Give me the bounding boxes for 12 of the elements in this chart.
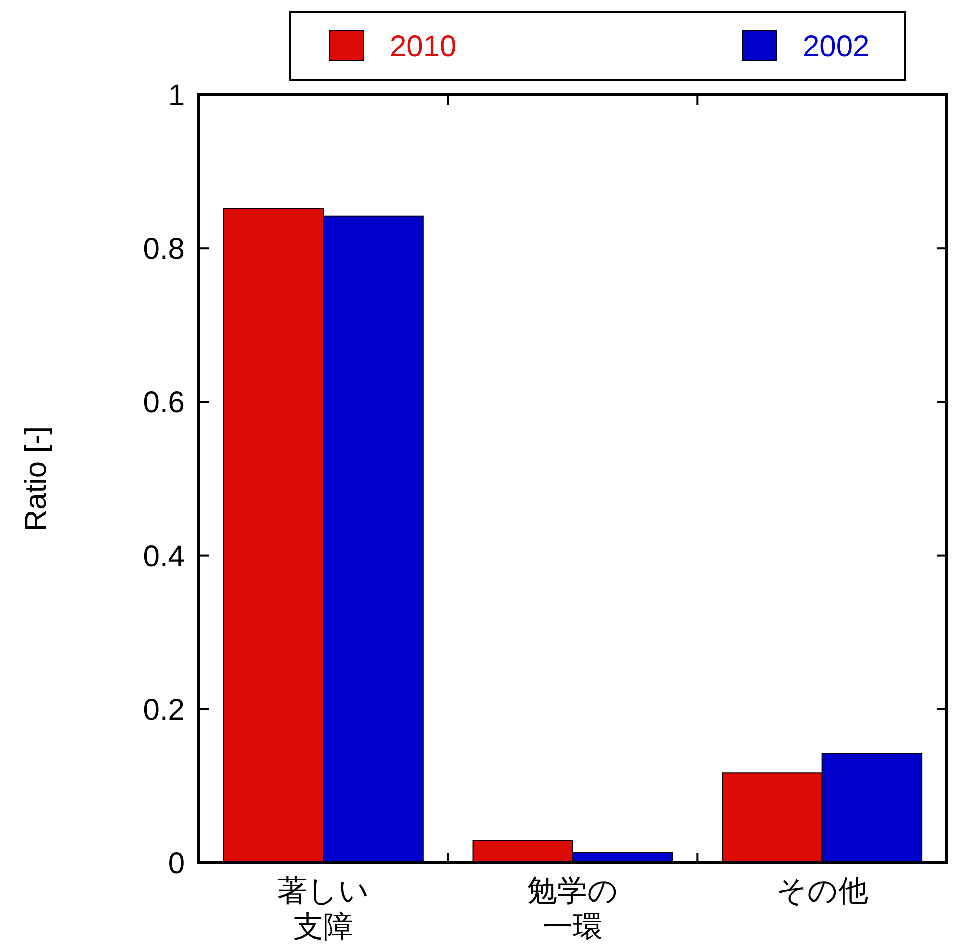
legend-label: 2002 [803,30,870,64]
y-tick-label: 0.2 [143,694,185,727]
y-tick-label: 0.8 [143,233,185,266]
x-tick-label: 勉学の一環 [528,875,618,944]
y-tick-label: 0.4 [143,540,185,574]
y-tick-label: 1 [168,80,185,112]
x-tick-label: その他 [776,875,868,908]
y-axis-title: Ratio [-] [20,426,53,532]
y-tick-label: 0 [168,848,185,880]
y-tick-label: 0.6 [143,386,185,420]
x-tick-label: 著しい支障 [278,875,370,944]
legend-label: 2010 [390,30,457,64]
